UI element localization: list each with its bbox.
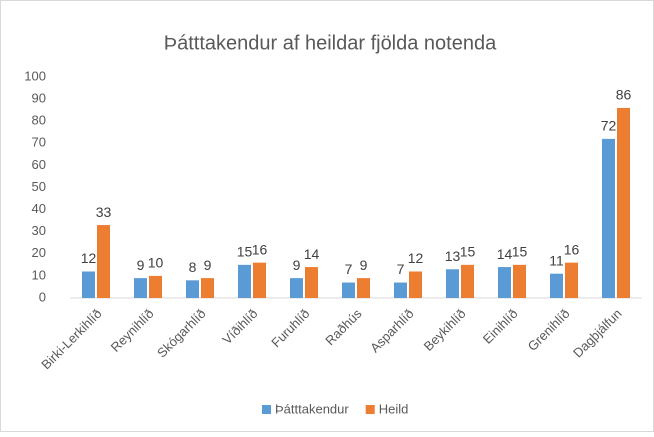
data-label: 16 xyxy=(252,241,268,257)
bar xyxy=(238,264,251,298)
data-label: 16 xyxy=(564,241,580,257)
y-tick-label: 80 xyxy=(32,113,46,128)
data-label: 11 xyxy=(549,252,564,268)
bar xyxy=(446,269,459,298)
bar xyxy=(253,262,266,298)
y-tick-label: 90 xyxy=(32,91,46,106)
y-tick-label: 0 xyxy=(39,289,46,304)
y-tick-label: 40 xyxy=(32,201,46,216)
data-label: 33 xyxy=(96,204,112,220)
data-label: 7 xyxy=(397,261,405,277)
bar xyxy=(602,138,615,298)
data-label: 15 xyxy=(512,244,528,260)
data-label: 9 xyxy=(293,257,301,273)
bar xyxy=(498,267,511,298)
data-label: 14 xyxy=(497,246,513,262)
data-label: 8 xyxy=(189,259,197,275)
data-label: 10 xyxy=(148,255,164,271)
legend-swatch xyxy=(365,405,375,414)
bar xyxy=(513,264,526,298)
legend-label: Heild xyxy=(379,401,409,416)
bar xyxy=(342,282,355,298)
bar xyxy=(290,278,303,298)
data-label: 72 xyxy=(601,118,617,134)
bar xyxy=(97,225,110,298)
bar xyxy=(394,282,407,298)
bar xyxy=(357,278,370,298)
y-tick-label: 70 xyxy=(32,135,46,150)
bar xyxy=(461,264,474,298)
y-tick-label: 10 xyxy=(32,267,46,282)
data-label: 12 xyxy=(81,250,97,266)
bar xyxy=(186,280,199,298)
data-label: 86 xyxy=(616,87,632,103)
bar xyxy=(149,275,162,298)
data-label: 15 xyxy=(460,244,476,260)
bar xyxy=(550,273,563,298)
y-tick-label: 60 xyxy=(32,157,46,172)
y-tick-label: 20 xyxy=(32,245,46,260)
bar xyxy=(409,271,422,298)
bar xyxy=(134,278,147,298)
data-label: 9 xyxy=(137,257,145,273)
y-tick-label: 30 xyxy=(32,223,46,238)
data-label: 7 xyxy=(345,261,353,277)
data-label: 9 xyxy=(204,257,212,273)
legend-label: Þátttakendur xyxy=(275,401,349,416)
data-label: 12 xyxy=(408,250,424,266)
chart-title: Þátttakendur af heildar fjölda notenda xyxy=(164,32,497,54)
bar xyxy=(201,278,214,298)
bar xyxy=(617,107,630,298)
legend-swatch xyxy=(262,405,271,414)
bar xyxy=(305,267,318,298)
bar xyxy=(82,271,95,298)
data-label: 15 xyxy=(237,244,253,260)
data-label: 14 xyxy=(304,246,320,262)
bar xyxy=(565,262,578,298)
y-tick-label: 100 xyxy=(24,68,46,83)
y-tick-label: 50 xyxy=(32,179,46,194)
data-label: 9 xyxy=(360,257,368,273)
data-label: 13 xyxy=(445,248,461,264)
